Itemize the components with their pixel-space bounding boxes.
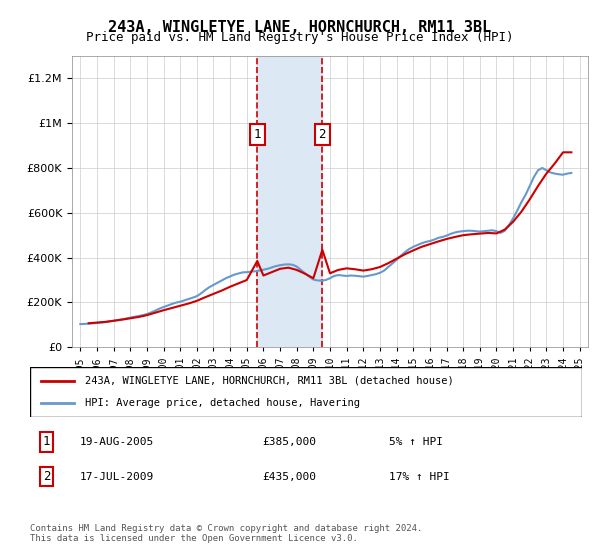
Text: 1: 1 <box>254 128 261 141</box>
Text: 2: 2 <box>43 470 50 483</box>
Text: Contains HM Land Registry data © Crown copyright and database right 2024.
This d: Contains HM Land Registry data © Crown c… <box>30 524 422 543</box>
Text: 2: 2 <box>319 128 326 141</box>
Text: Price paid vs. HM Land Registry's House Price Index (HPI): Price paid vs. HM Land Registry's House … <box>86 31 514 44</box>
Bar <box>257 56 322 347</box>
Text: 17% ↑ HPI: 17% ↑ HPI <box>389 472 449 482</box>
Text: 5% ↑ HPI: 5% ↑ HPI <box>389 437 443 447</box>
Text: 1: 1 <box>43 435 50 449</box>
Text: £435,000: £435,000 <box>262 472 316 482</box>
Text: 243A, WINGLETYE LANE, HORNCHURCH, RM11 3BL: 243A, WINGLETYE LANE, HORNCHURCH, RM11 3… <box>109 20 491 35</box>
Text: HPI: Average price, detached house, Havering: HPI: Average price, detached house, Have… <box>85 398 360 408</box>
Text: 17-JUL-2009: 17-JUL-2009 <box>80 472 154 482</box>
Text: 243A, WINGLETYE LANE, HORNCHURCH, RM11 3BL (detached house): 243A, WINGLETYE LANE, HORNCHURCH, RM11 3… <box>85 376 454 386</box>
Text: 19-AUG-2005: 19-AUG-2005 <box>80 437 154 447</box>
FancyBboxPatch shape <box>30 367 582 417</box>
Text: £385,000: £385,000 <box>262 437 316 447</box>
